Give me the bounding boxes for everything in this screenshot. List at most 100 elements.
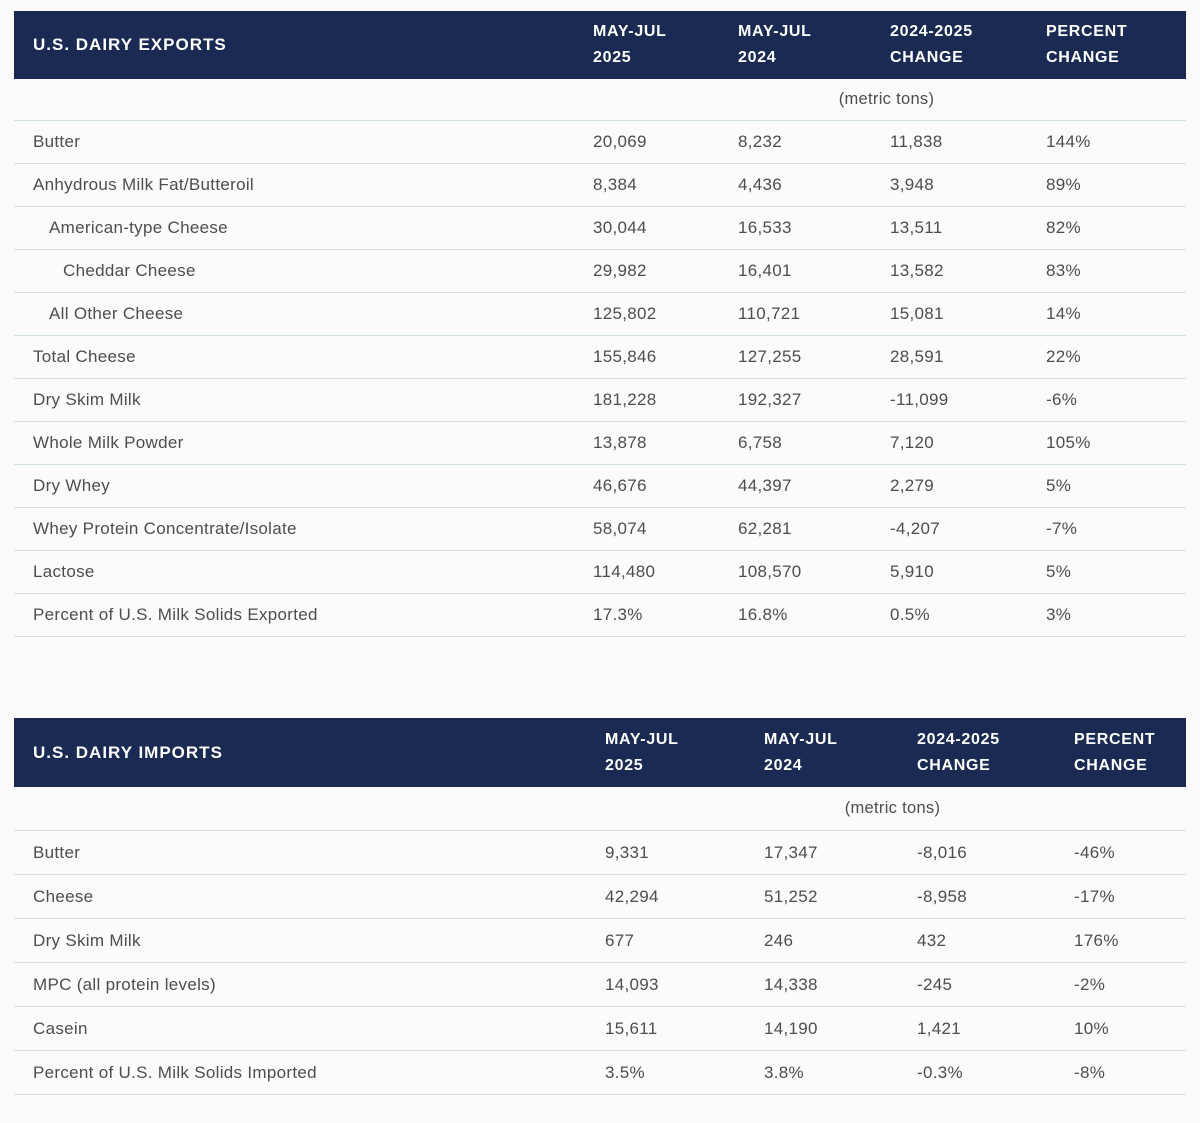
table-row: American-type Cheese 30,044 16,533 13,511 82…	[14, 207, 1186, 250]
row-value: -8,958	[917, 886, 968, 906]
row-value: 42,294	[605, 886, 659, 906]
row-value: -17%	[1074, 886, 1115, 906]
row-value: 105%	[1046, 433, 1091, 452]
table-row: Anhydrous Milk Fat/Butteroil 8,384 4,436 3,…	[14, 164, 1186, 207]
row-value: 58,074	[593, 519, 647, 538]
row-value: 8,232	[738, 132, 783, 151]
column-header: PERCENT CHANGE	[1074, 727, 1180, 779]
row-value: 17.3%	[593, 605, 643, 624]
row-value: 181,228	[593, 390, 657, 409]
column-header-line: MAY-JUL	[764, 730, 838, 748]
row-value: 28,591	[890, 347, 944, 366]
column-header-line: 2024	[764, 756, 803, 774]
row-value: 14,338	[764, 974, 818, 994]
row-value: 51,252	[764, 886, 818, 906]
row-label: Percent of U.S. Milk Solids Exported	[33, 605, 318, 624]
row-value: 3,948	[890, 175, 935, 194]
row-value: 15,611	[605, 1018, 658, 1038]
row-value: 5%	[1046, 476, 1072, 495]
row-label: American-type Cheese	[49, 218, 228, 237]
row-value: 3.5%	[605, 1062, 645, 1082]
row-value: 22%	[1046, 347, 1081, 366]
row-value: 677	[605, 930, 635, 950]
row-value: 155,846	[593, 347, 657, 366]
table-row: Total Cheese 155,846 127,255 28,591 22%	[14, 336, 1186, 379]
column-header-line: PERCENT	[1074, 730, 1156, 748]
row-value: 114,480	[593, 562, 656, 581]
unit-note: (metric tons)	[844, 799, 941, 817]
row-value: 127,255	[738, 347, 802, 366]
column-header-line: MAY-JUL	[738, 23, 812, 40]
table-row: Casein 15,611 14,190 1,421 10%	[14, 1007, 1186, 1051]
row-label: Dry Skim Milk	[33, 930, 141, 950]
table-row: All Other Cheese 125,802 110,721 15,081 14%	[14, 293, 1186, 336]
row-label: Cheddar Cheese	[63, 261, 196, 280]
row-value: 17,347	[764, 842, 818, 862]
exports-table-header-band: U.S. DAIRY EXPORTS MAY-JUL 2025 MAY-JUL 202…	[14, 11, 1186, 79]
column-header-line: MAY-JUL	[593, 23, 667, 40]
row-value: -46%	[1074, 842, 1115, 862]
row-label: Whole Milk Powder	[33, 433, 184, 452]
table-row: Lactose 114,480 108,570 5,910 5%	[14, 551, 1186, 594]
row-value: 89%	[1046, 175, 1081, 194]
column-header: PERCENT CHANGE	[1046, 19, 1180, 71]
row-value: 14%	[1046, 304, 1081, 323]
table-row: Cheese 42,294 51,252 -8,958 -17%	[14, 875, 1186, 919]
row-value: 9,331	[605, 842, 650, 862]
row-label: Butter	[33, 132, 81, 151]
exports-unit-row: (metric tons)	[14, 79, 1186, 121]
column-header-line: 2025	[605, 756, 644, 774]
row-value: 10%	[1074, 1018, 1109, 1038]
row-value: 13,511	[890, 218, 943, 237]
row-label: Lactose	[33, 562, 95, 581]
row-value: 5%	[1046, 562, 1072, 581]
row-value: 246	[764, 930, 794, 950]
imports-unit-row: (metric tons)	[14, 787, 1186, 831]
row-value: 16.8%	[738, 605, 788, 624]
row-value: 13,878	[593, 433, 647, 452]
row-label: Dry Whey	[33, 476, 111, 495]
row-value: 125,802	[593, 304, 657, 323]
row-value: 1,421	[917, 1018, 962, 1038]
row-value: -2%	[1074, 974, 1106, 994]
row-label: Dry Skim Milk	[33, 390, 141, 409]
row-value: 3%	[1046, 605, 1072, 624]
table-row: Percent of U.S. Milk Solids Imported 3.5%…	[14, 1051, 1186, 1095]
row-value: 108,570	[738, 562, 802, 581]
row-value: -245	[917, 974, 953, 994]
column-header-line: 2025	[593, 49, 632, 66]
table-row: Dry Skim Milk 677 246 432 176%	[14, 919, 1186, 963]
row-value: 8,384	[593, 175, 638, 194]
column-header: 2024-2025 CHANGE	[917, 727, 1074, 779]
row-value: -7%	[1046, 519, 1078, 538]
row-label: Cheese	[33, 886, 94, 906]
row-label: All Other Cheese	[49, 304, 184, 323]
column-header-line: 2024-2025	[917, 730, 1000, 748]
imports-rows: Butter 9,331 17,347 -8,016 -46% Cheese 42,294 5…	[14, 831, 1186, 1095]
row-value: 6,758	[738, 433, 783, 452]
row-value: 14,190	[764, 1018, 818, 1038]
row-label: Anhydrous Milk Fat/Butteroil	[33, 175, 254, 194]
column-header: 2024-2025 CHANGE	[890, 19, 1046, 71]
column-header-line: CHANGE	[917, 756, 991, 774]
column-header-line: PERCENT	[1046, 23, 1128, 40]
row-value: 2,279	[890, 476, 935, 495]
row-value: 44,397	[738, 476, 792, 495]
row-label: Percent of U.S. Milk Solids Imported	[33, 1062, 317, 1082]
row-value: 83%	[1046, 261, 1081, 280]
row-value: -0.3%	[917, 1062, 963, 1082]
row-value: 46,676	[593, 476, 647, 495]
imports-table: U.S. DAIRY IMPORTS MAY-JUL 2025 MAY-JUL 202…	[14, 718, 1186, 1095]
column-header-line: CHANGE	[1046, 49, 1120, 66]
row-value: 14,093	[605, 974, 659, 994]
row-value: 16,533	[738, 218, 792, 237]
row-value: 176%	[1074, 930, 1119, 950]
table-row: Percent of U.S. Milk Solids Exported 17.3…	[14, 594, 1186, 637]
row-value: 30,044	[593, 218, 647, 237]
table-row: Butter 20,069 8,232 11,838 144%	[14, 121, 1186, 164]
exports-rows: Butter 20,069 8,232 11,838 144% Anhydrous Mil…	[14, 121, 1186, 637]
row-value: 110,721	[738, 304, 801, 323]
imports-table-header-band: U.S. DAIRY IMPORTS MAY-JUL 2025 MAY-JUL 202…	[14, 718, 1186, 787]
row-value: 192,327	[738, 390, 802, 409]
table-row: Butter 9,331 17,347 -8,016 -46%	[14, 831, 1186, 875]
